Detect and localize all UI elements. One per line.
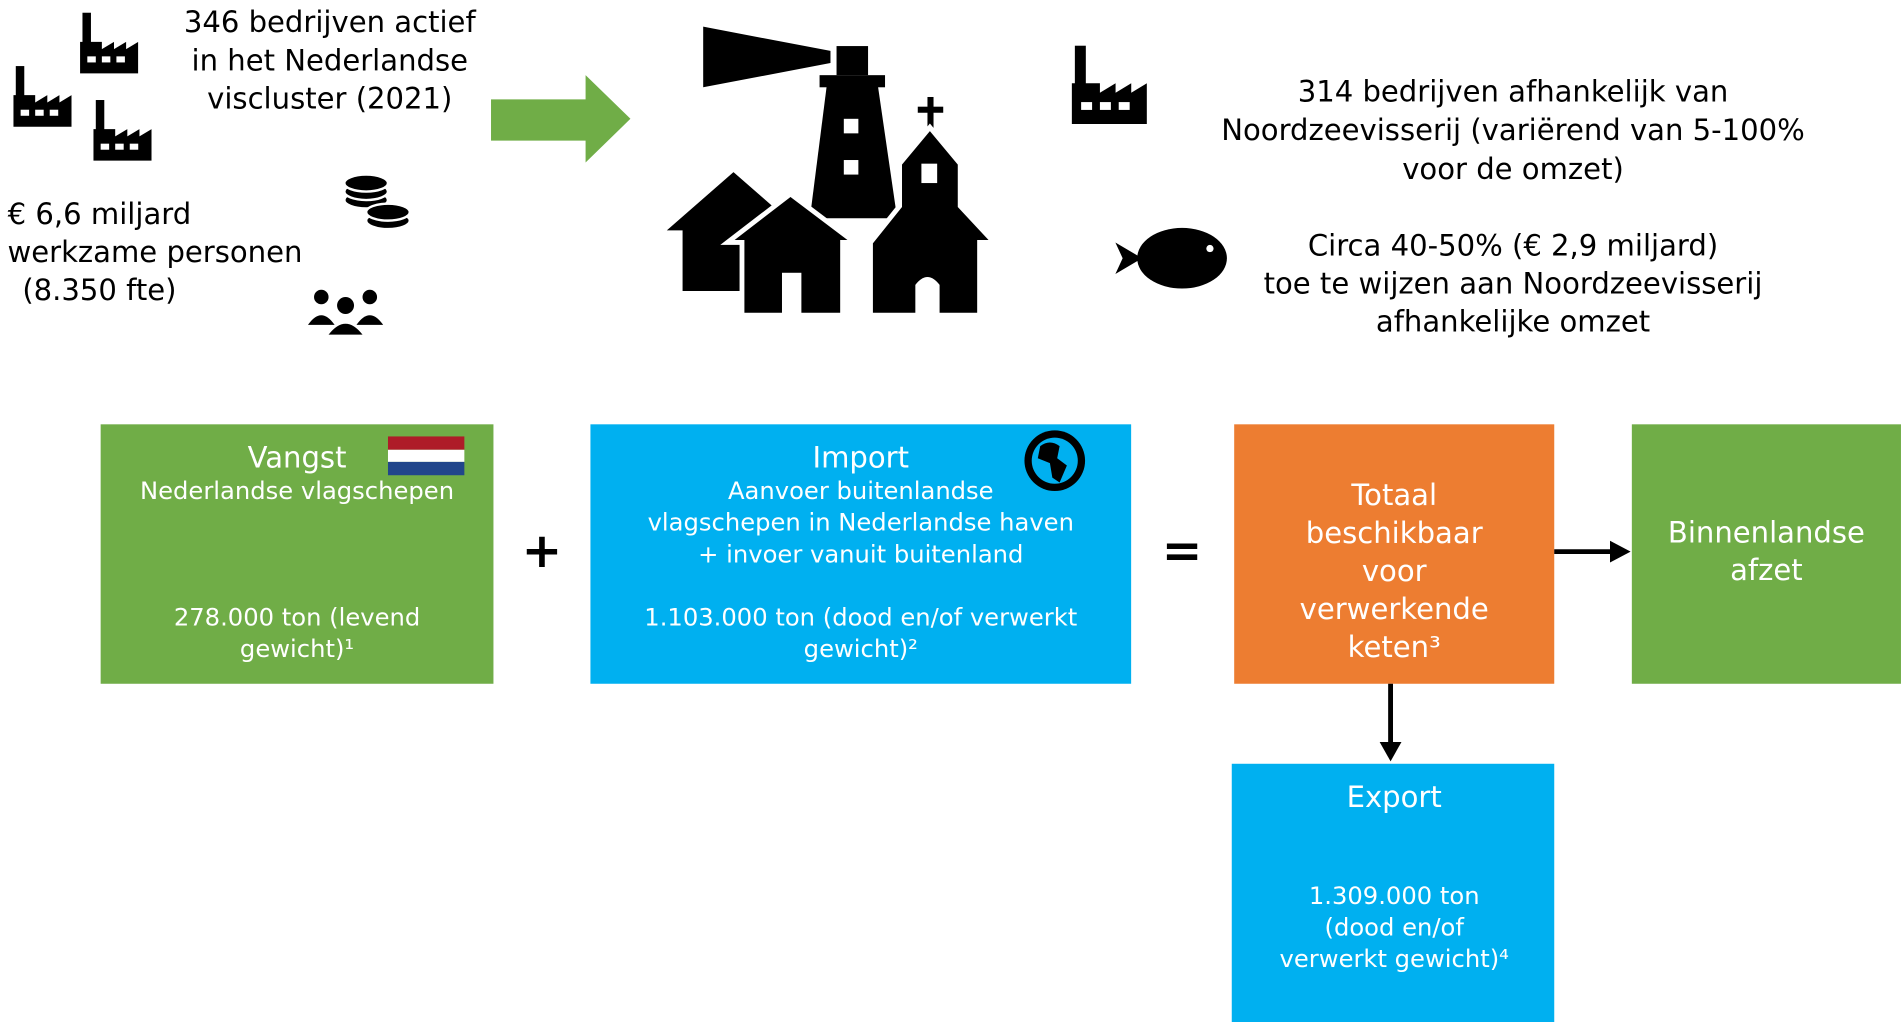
- text-line: keten³: [1348, 630, 1441, 664]
- import-title: Import: [813, 440, 910, 474]
- text-line: afzet: [1730, 553, 1803, 587]
- arrow-right: [491, 75, 631, 163]
- text-line: Nederlandse vlagschepen: [140, 476, 454, 505]
- text-line: voor de omzet): [1402, 152, 1624, 186]
- text-line: € 6,6 miljard: [8, 197, 192, 231]
- text-line: verwerkt gewicht)⁴: [1280, 944, 1509, 973]
- text-block: € 6,6 miljard 13.550 werkzame personen (8.…: [0, 197, 302, 307]
- text-line: 314 bedrijven afhankelijk van: [1298, 74, 1729, 108]
- text-block: Totaal beschikbaar voor verwerkende keten³: [1300, 478, 1489, 664]
- text-line: beschikbaar: [1306, 516, 1483, 550]
- text-line: Noordzeevisserij (variërend van 5-100%: [1221, 113, 1805, 147]
- text-line: afhankelijke omzet: [1376, 305, 1650, 339]
- equals-operator: =: [1162, 523, 1203, 579]
- people-icon: [307, 289, 384, 335]
- text-line: in het Nederlandse: [192, 43, 468, 77]
- text-line: (dood en/of: [1325, 913, 1465, 942]
- text-line: 278.000 ton (levend: [174, 602, 420, 631]
- text-line: 1.103.000 ton (dood en/of verwerkt: [644, 602, 1077, 631]
- text-line: Totaal: [1350, 478, 1437, 512]
- arrow-to-binnenlands: [1554, 540, 1631, 563]
- lighthouse-village-icon: [666, 26, 1000, 318]
- text-line: 346 bedrijven actief: [184, 5, 477, 39]
- text-block: Circa 40-50% (€ 2,9 miljard) toe te wijze…: [1264, 228, 1763, 338]
- text-line: gewicht)²: [804, 634, 918, 663]
- text-block: Aanvoer buitenlandse vlagschepen in Neder…: [648, 476, 1074, 568]
- text-line: verwerkende: [1300, 592, 1489, 626]
- fish-icon: [1115, 227, 1227, 289]
- text-line: 1.309.000 ton: [1309, 881, 1480, 910]
- text-line: toe te wijzen aan Noordzeevisserij: [1264, 267, 1763, 301]
- totaal-box: [1234, 424, 1555, 684]
- coins-icon: [343, 173, 412, 231]
- text-line: Binnenlandse: [1668, 516, 1865, 550]
- text-line: + invoer vanuit buitenland: [698, 539, 1023, 568]
- text-line: voor: [1362, 554, 1427, 588]
- text-block: 314 bedrijven afhankelijk van Noordzeevis…: [1221, 74, 1805, 186]
- text-block: 346 bedrijven actief in het Nederlandse vi…: [184, 5, 477, 115]
- text-block: Nederlandse vlagschepen: [140, 476, 454, 505]
- vangst-title: Vangst: [248, 440, 347, 474]
- text-line: viscluster (2021): [207, 82, 452, 116]
- text-line: Aanvoer buitenlandse: [728, 476, 994, 505]
- export-box: [1231, 763, 1555, 1022]
- text-line: (8.350 fte): [22, 273, 176, 307]
- text-block: 1.103.000 ton (dood en/of verwerkt gewich…: [644, 602, 1077, 663]
- text-line: 13.550 werkzame personen: [0, 235, 302, 269]
- text-line: Circa 40-50% (€ 2,9 miljard): [1308, 228, 1718, 262]
- text-line: vlagschepen in Nederlandse haven: [648, 508, 1074, 537]
- globe-icon: [1024, 430, 1086, 491]
- export-title: Export: [1347, 780, 1442, 814]
- text-block: 278.000 ton (levend gewicht)¹: [174, 602, 420, 663]
- binnenlands-box: [1631, 424, 1901, 684]
- arrow-to-export: [1379, 683, 1402, 762]
- plus-operator: +: [522, 523, 563, 579]
- text-line: gewicht)¹: [240, 634, 354, 663]
- dutch-flag: [387, 436, 465, 476]
